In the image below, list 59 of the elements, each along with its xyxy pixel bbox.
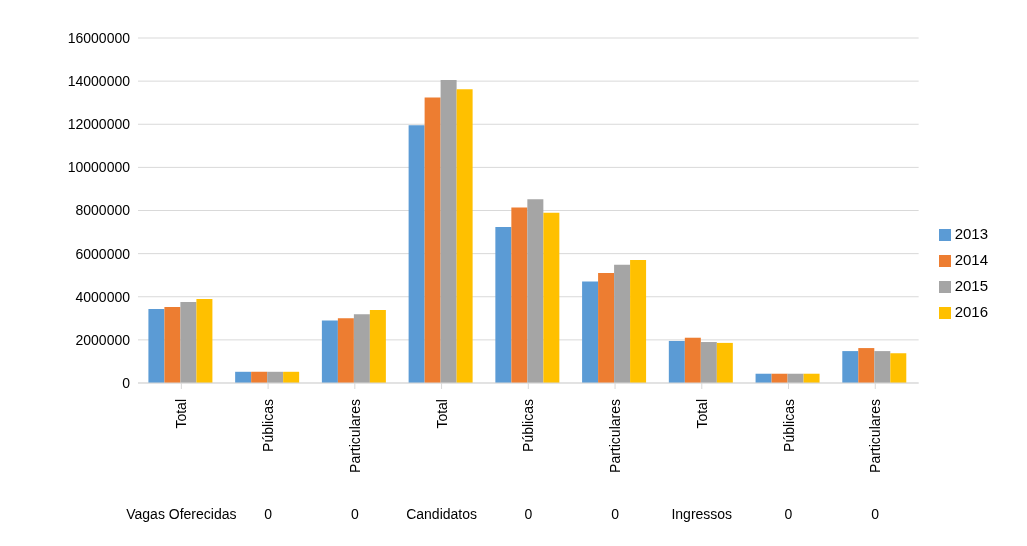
bar xyxy=(842,351,859,383)
y-tick-label: 12000000 xyxy=(67,116,131,133)
y-tick-label: 0 xyxy=(122,374,131,391)
bar xyxy=(716,342,733,383)
legend-label: 2013 xyxy=(954,225,988,242)
text: Vagas Oferecidas xyxy=(126,506,237,522)
x-tick-label: Total xyxy=(693,399,710,429)
y-tick-label: 6000000 xyxy=(75,245,131,262)
bar xyxy=(700,342,717,383)
text: 0 xyxy=(264,506,273,522)
x-tick-label: Total xyxy=(173,399,190,429)
bar xyxy=(148,309,165,383)
text: Ingressos xyxy=(671,506,733,522)
x-tick-label: Públicas xyxy=(260,399,277,452)
bar xyxy=(527,199,544,383)
text: 0 xyxy=(611,506,620,522)
x-tick-label: Particulares xyxy=(867,399,884,473)
bar xyxy=(353,314,370,383)
bar xyxy=(582,281,599,383)
bar xyxy=(890,353,907,383)
bar xyxy=(630,259,647,383)
x-tick-label: Particulares xyxy=(607,399,624,473)
bar xyxy=(196,298,213,383)
bar xyxy=(164,307,181,383)
bar xyxy=(874,351,891,383)
bar xyxy=(543,212,560,383)
text: 0 xyxy=(350,506,359,522)
bar xyxy=(858,348,875,383)
legend-label: 2015 xyxy=(954,277,988,294)
x-tick-label: Públicas xyxy=(520,399,537,452)
y-tick-label: 10000000 xyxy=(67,159,131,176)
y-tick-label: 2000000 xyxy=(75,331,131,348)
text: 0 xyxy=(524,506,533,522)
x-tick-label: Total xyxy=(433,399,450,429)
bar xyxy=(337,318,354,383)
bar xyxy=(614,264,631,383)
bar xyxy=(424,97,441,383)
text: 0 xyxy=(784,506,793,522)
y-tick-label: 8000000 xyxy=(75,202,131,219)
bar xyxy=(180,301,197,383)
bar xyxy=(598,273,615,383)
x-tick-label: Particulares xyxy=(346,399,363,473)
bar xyxy=(440,80,457,383)
y-tick-label: 16000000 xyxy=(67,29,131,46)
bar xyxy=(408,125,425,383)
bar xyxy=(321,320,338,383)
y-tick-label: 14000000 xyxy=(67,73,131,90)
text: 0 xyxy=(871,506,880,522)
bar xyxy=(495,226,512,383)
bar xyxy=(456,89,473,383)
legend-label: 2014 xyxy=(954,251,988,268)
bar xyxy=(668,340,685,383)
x-tick-label: Públicas xyxy=(780,399,797,452)
bar xyxy=(369,310,386,383)
legend-label: 2016 xyxy=(954,303,988,320)
bar xyxy=(684,337,701,383)
text: Candidatos xyxy=(406,506,477,522)
bar xyxy=(511,207,528,383)
y-tick-label: 4000000 xyxy=(75,288,131,305)
